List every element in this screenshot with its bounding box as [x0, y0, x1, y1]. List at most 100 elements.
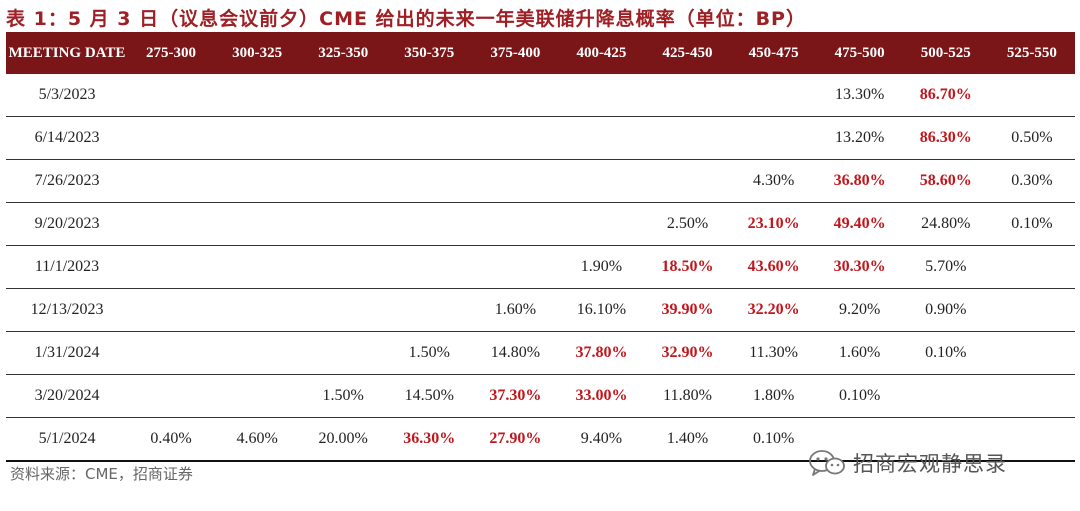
probability-cell: 86.30%	[902, 116, 989, 160]
probability-cell	[644, 116, 731, 160]
table-row: 6/14/2023 13.20% 86.30% 0.50%	[6, 116, 1075, 160]
probability-cell	[902, 374, 989, 418]
brand-watermark: 招商宏观静思录	[807, 448, 1007, 478]
probability-cell	[730, 74, 817, 117]
probability-cell	[300, 74, 387, 117]
probability-cell	[988, 374, 1075, 418]
probability-cell: 39.90%	[644, 288, 731, 332]
source-note: 资料来源：CME，招商证券	[10, 465, 193, 483]
table-row: 5/1/2024 0.40% 4.60% 20.00% 36.30% 27.90% 9.40…	[6, 417, 1075, 462]
probability-cell: 1.60%	[472, 288, 559, 332]
probability-cell	[988, 331, 1075, 375]
probability-cell	[558, 202, 645, 246]
probability-cell: 1.90%	[558, 245, 645, 289]
header-col: 400-425	[558, 32, 645, 74]
probability-cell: 2.50%	[644, 202, 731, 246]
probability-cell	[644, 159, 731, 203]
meeting-date-cell: 6/14/2023	[6, 116, 129, 160]
probability-cell	[128, 202, 215, 246]
probability-cell: 1.60%	[816, 331, 903, 375]
probability-cell: 0.90%	[902, 288, 989, 332]
probability-cell: 0.10%	[730, 417, 817, 462]
meeting-date-cell: 11/1/2023	[6, 245, 129, 289]
probability-cell: 0.30%	[988, 159, 1075, 203]
probability-cell	[214, 159, 301, 203]
header-col: 350-375	[386, 32, 473, 74]
probability-cell	[902, 417, 989, 462]
probability-cell	[644, 74, 731, 117]
table-title: 表 1：5 月 3 日（议息会议前夕）CME 给出的未来一年美联储升降息概率（单…	[6, 8, 806, 30]
probability-cell: 1.40%	[644, 417, 731, 462]
probability-cell: 32.20%	[730, 288, 817, 332]
header-col: 525-550	[988, 32, 1075, 74]
probability-cell: 16.10%	[558, 288, 645, 332]
probability-cell	[386, 245, 473, 289]
probability-cell	[128, 116, 215, 160]
probability-cell	[472, 74, 559, 117]
table-row: 9/20/2023 2.50% 23.10% 49.40% 24.80% 0.10%	[6, 202, 1075, 246]
probability-cell: 43.60%	[730, 245, 817, 289]
probability-cell	[300, 202, 387, 246]
probability-cell	[558, 116, 645, 160]
probability-cell: 37.80%	[558, 331, 645, 375]
table-header-row: MEETING DATE 275-300 300-325 325-350 350…	[6, 32, 1075, 74]
probability-cell: 4.60%	[214, 417, 301, 462]
meeting-date-cell: 5/3/2023	[6, 74, 129, 117]
header-col: 300-325	[214, 32, 301, 74]
probability-cell: 27.90%	[472, 417, 559, 462]
header-col: 275-300	[128, 32, 215, 74]
probability-cell	[386, 288, 473, 332]
probability-cell	[472, 245, 559, 289]
probability-cell: 1.50%	[386, 331, 473, 375]
table-row: 1/31/2024 1.50% 14.80% 37.80% 32.90% 11.30% 1.…	[6, 331, 1075, 375]
table-row: 11/1/2023 1.90% 18.50% 43.60% 30.30% 5.70%	[6, 245, 1075, 289]
probability-cell: 0.40%	[128, 417, 215, 462]
probability-cell: 14.80%	[472, 331, 559, 375]
table-row: 3/20/2024 1.50% 14.50% 37.30% 33.00% 11.80% 1.…	[6, 374, 1075, 418]
probability-cell	[472, 202, 559, 246]
header-col: 475-500	[816, 32, 903, 74]
probability-cell: 86.70%	[902, 74, 989, 117]
probability-cell	[386, 159, 473, 203]
probability-cell	[472, 159, 559, 203]
header-col: 500-525	[902, 32, 989, 74]
probability-cell	[988, 245, 1075, 289]
probability-cell	[214, 245, 301, 289]
probability-cell	[214, 74, 301, 117]
probability-cell: 13.30%	[816, 74, 903, 117]
probability-cell	[558, 159, 645, 203]
header-col: 325-350	[300, 32, 387, 74]
probability-cell: 30.30%	[816, 245, 903, 289]
probability-cell	[214, 331, 301, 375]
header-col: 425-450	[644, 32, 731, 74]
probability-cell: 36.30%	[386, 417, 473, 462]
probability-cell	[386, 116, 473, 160]
probability-cell: 49.40%	[816, 202, 903, 246]
probability-cell: 0.10%	[988, 202, 1075, 246]
probability-cell	[128, 288, 215, 332]
probability-cell: 9.40%	[558, 417, 645, 462]
probability-cell: 9.20%	[816, 288, 903, 332]
probability-cell	[214, 288, 301, 332]
table-body: 5/3/2023 13.30% 86.70% 6/14/2023 13.20% 86.30…	[6, 74, 1075, 462]
probability-cell	[128, 159, 215, 203]
probability-cell: 14.50%	[386, 374, 473, 418]
meeting-date-cell: 5/1/2024	[6, 417, 129, 462]
probability-cell	[300, 245, 387, 289]
header-meeting-date: MEETING DATE	[6, 32, 129, 74]
probability-cell	[558, 74, 645, 117]
probability-cell: 36.80%	[816, 159, 903, 203]
probability-cell: 0.10%	[902, 331, 989, 375]
probability-cell	[988, 74, 1075, 117]
table-row: 12/13/2023 1.60% 16.10% 39.90% 32.20% 9.20% 0.…	[6, 288, 1075, 332]
rate-probability-table: MEETING DATE 275-300 300-325 325-350 350…	[6, 32, 1075, 462]
probability-cell	[988, 288, 1075, 332]
probability-cell	[214, 374, 301, 418]
probability-cell: 0.50%	[988, 116, 1075, 160]
probability-cell	[128, 245, 215, 289]
probability-cell: 20.00%	[300, 417, 387, 462]
probability-cell: 4.30%	[730, 159, 817, 203]
wechat-icon	[809, 450, 845, 476]
meeting-date-cell: 12/13/2023	[6, 288, 129, 332]
probability-cell: 58.60%	[902, 159, 989, 203]
